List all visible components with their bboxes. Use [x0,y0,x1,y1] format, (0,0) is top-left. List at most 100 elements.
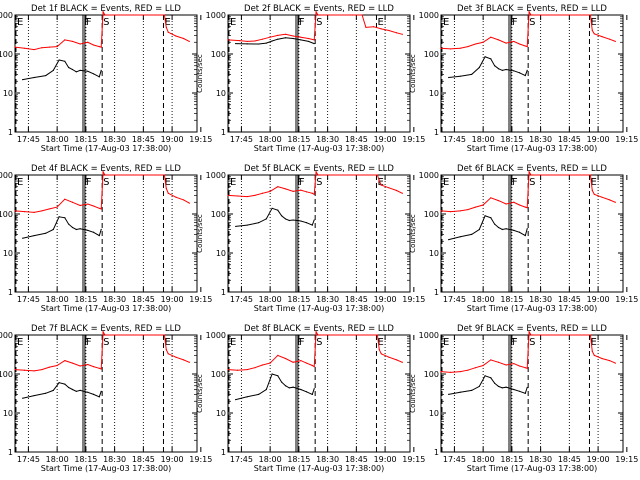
series-lld-point [14,210,16,212]
series-lld-point [246,368,248,371]
series-events-point [526,69,528,71]
series-lld-point [33,370,35,372]
marker-label-e: E [377,17,383,28]
series-events-point [524,74,526,77]
y-tick-label: 10 [3,89,13,98]
x-tick-label: 18:15 [74,135,97,144]
x-tick-label: 19:00 [587,455,610,464]
y-tick-label: 1 [434,128,439,137]
series-events-point [45,74,47,77]
series-lld-point [48,208,51,210]
y-tick-label: 100 [211,210,226,219]
series-lld-point [490,359,492,361]
panel-det-4: Det 4f BLACK = Events, RED = LLD 1 10 100 10… [0,164,212,313]
panel-title: Det 2f BLACK = Events, RED = LLD [244,4,394,14]
series-events-point [87,229,89,231]
series-lld-point [467,45,469,48]
series-events-point [258,222,260,224]
series-events-line [448,375,528,395]
series-events-point [75,228,77,231]
series-lld-point [589,334,592,336]
series-events-point [518,231,521,233]
series-lld-point [56,45,58,48]
series-events-point [98,234,100,237]
series-lld-point [395,189,398,192]
series-events-point [71,388,74,391]
series-lld-point [292,190,294,192]
series-events-point [271,40,273,42]
series-events-point [45,392,47,394]
marker-label-f: F [84,177,90,188]
series-lld-point [254,367,256,369]
series-lld-point [98,207,100,209]
series-lld-point [102,331,104,333]
series-events-point [471,233,473,235]
series-lld-point [593,193,595,195]
series-events-point [45,232,47,234]
series-lld-point [71,40,74,43]
plot-frame [440,14,624,133]
x-tick-label: 18:30 [529,455,552,464]
marker-label-f: F [299,177,305,188]
x-axis-label: Start Time (17-Aug-03 17:38:00) [41,464,172,473]
series-lld-point [378,349,380,351]
series-lld-point [48,366,51,368]
series-lld-point [163,174,166,176]
series-lld-point [440,210,442,212]
series-lld-point [608,38,611,40]
series-events-point [277,209,279,211]
series-lld-point [305,191,308,193]
marker-label-e: E [17,337,23,348]
x-tick-label: 18:45 [345,455,368,464]
series-events-point [33,394,35,397]
series-lld-point [317,174,319,176]
series-lld-line [440,10,616,50]
series-lld-point [104,14,106,16]
x-axis-label: Start Time (17-Aug-03 17:38:00) [41,144,172,153]
series-lld-point [284,188,287,190]
plot-frame [440,174,624,293]
y-tick-label: 100 [0,370,13,379]
series-lld-point [373,26,375,28]
series-lld-point [524,367,526,369]
series-lld-point [102,171,104,173]
x-tick-label: 17:45 [17,135,40,144]
series-lld-point [284,357,287,360]
series-lld-point [497,200,500,202]
series-lld-point [376,334,379,336]
series-events-point [313,219,315,221]
series-events-point [505,228,507,230]
y-tick-label: 1000 [419,171,439,180]
series-events-point [75,71,77,73]
series-lld-point [277,354,279,356]
series-lld-point [467,208,469,211]
y-tick-label: 1 [8,128,13,137]
y-tick-label: 1000 [206,11,226,20]
series-lld-point [614,201,616,203]
y-tick-label: 100 [424,370,439,379]
x-tick-label: 19:15 [615,455,638,464]
series-lld-line [440,170,616,213]
series-lld-point [98,367,100,369]
panel-det-5: Det 5f BLACK = Events, RED = LLD 1 10 100 10… [196,164,425,313]
series-events-point [292,386,294,388]
series-lld-point [530,14,532,16]
series-events-point [92,231,95,233]
panel-title: Det 3f BLACK = Events, RED = LLD [457,4,607,14]
series-lld-point [315,11,317,13]
series-lld-point [490,197,492,199]
series-lld-point [175,196,177,198]
series-lld-point [449,211,452,213]
x-tick-label: 18:00 [259,455,282,464]
series-lld-point [188,202,190,204]
series-lld-point [528,11,530,13]
series-lld-point [269,190,271,192]
series-events-point [478,228,480,231]
marker-label-s: S [103,337,109,348]
series-lld-point [79,365,81,367]
series-lld-point [48,46,51,48]
series-lld-line [14,10,190,51]
series-events-point [246,43,248,45]
series-lld-point [188,40,190,43]
marker-label-s: S [103,17,109,28]
